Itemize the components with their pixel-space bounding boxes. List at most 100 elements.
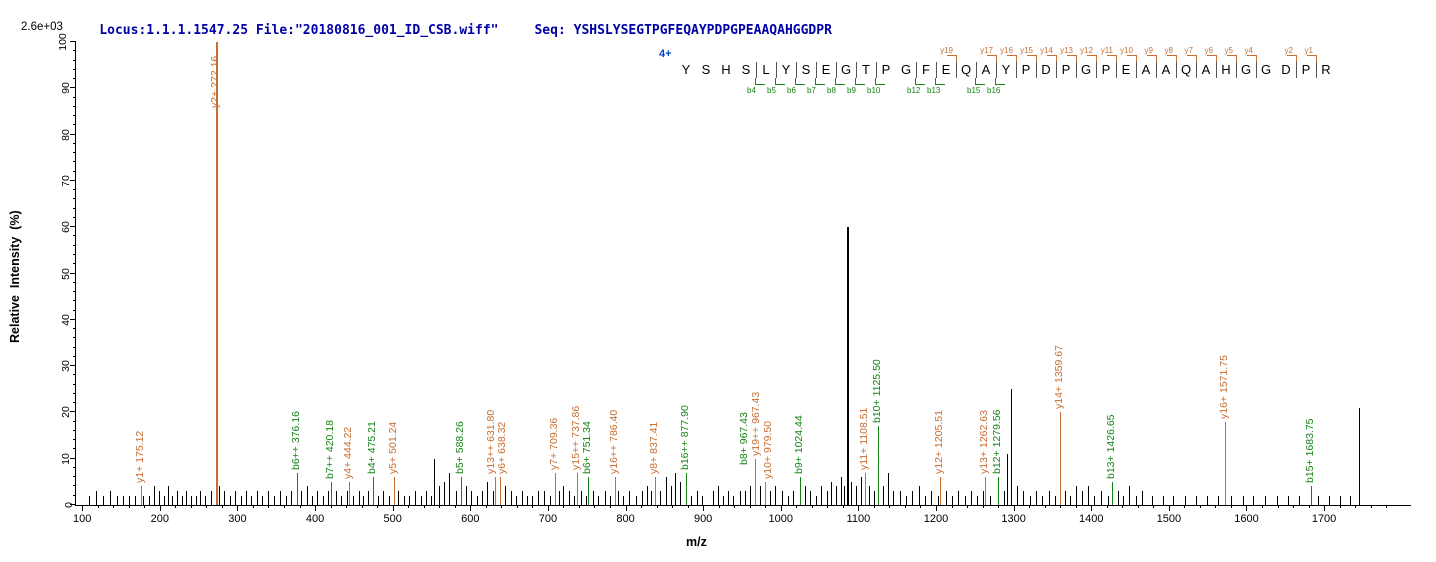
precursor-charge: 4+ (659, 48, 672, 60)
fragment-peak-label: b6+ 751.34 (580, 421, 593, 475)
noise-peak (1162, 495, 1164, 505)
noise-peak (723, 495, 725, 505)
noise-peak (235, 491, 237, 505)
b-ion-bracket (755, 78, 765, 85)
noise-peak (831, 481, 833, 505)
y-axis-tick-label: 90 (60, 82, 73, 95)
y-ion-bracket (1307, 55, 1317, 62)
x-axis-minor-tick (144, 505, 146, 508)
x-axis-minor-tick (190, 505, 192, 508)
noise-peak (1317, 495, 1319, 505)
fragment-peak-y (654, 477, 656, 505)
b-ion-bracket (935, 78, 945, 85)
noise-peak (937, 495, 939, 505)
x-axis-minor-tick (1199, 505, 1201, 508)
noise-peak (727, 491, 729, 505)
noise-peak (1094, 495, 1096, 505)
fragment-peak-label: y4+ 444.22 (342, 426, 355, 479)
fragment-peak-label: y14+ 1359.67 (1052, 345, 1065, 410)
noise-peak (211, 491, 213, 505)
residue-letter: P (1301, 62, 1311, 77)
noise-peak (388, 495, 390, 505)
fragment-peak-b (1311, 486, 1313, 505)
y-axis-minor-tick (73, 124, 76, 126)
residue-letter: G (1080, 62, 1092, 77)
noise-peak (317, 491, 319, 505)
x-axis-minor-tick (1075, 505, 1077, 508)
y-ion-label: y1 (1304, 46, 1313, 55)
y-ion-bracket (1227, 55, 1237, 62)
fragment-peak-label: b10+ 1125.50 (871, 359, 884, 424)
x-axis-minor-tick (687, 505, 689, 508)
noise-peak (262, 495, 264, 505)
noise-peak (285, 495, 287, 505)
y-ion-bracket (1047, 55, 1057, 62)
x-axis-tick (392, 505, 394, 511)
y-ion-bracket (1007, 55, 1017, 62)
x-axis-tick (1246, 505, 1248, 511)
b-ion-bracket (815, 78, 825, 85)
y-axis-minor-tick (73, 429, 76, 431)
fragment-peak-label: b12+ 1279.56 (990, 409, 1003, 475)
y-axis-tick-label: 20 (60, 406, 73, 419)
noise-peak (815, 495, 817, 505)
noise-peak (1328, 495, 1330, 505)
x-axis-minor-tick (920, 505, 922, 508)
fragment-peak-b (461, 477, 463, 505)
y-axis-minor-tick (73, 59, 76, 61)
b-ion-label: b10 (867, 86, 881, 95)
fragment-peak-label: b8+ 967.43 (738, 412, 751, 465)
fragment-peak-y (500, 477, 502, 505)
x-axis-minor-tick (1261, 505, 1263, 508)
residue-letter: Q (1180, 62, 1192, 77)
y-axis-tick-label: 30 (60, 360, 73, 372)
noise-peak (958, 491, 960, 505)
noise-peak (1003, 491, 1005, 505)
fragment-peak-y (755, 458, 757, 505)
fragment-peak-label: y13+ 1262.63 (977, 410, 990, 475)
noise-peak (952, 495, 954, 505)
noise-peak (487, 481, 489, 505)
residue-letter: P (1061, 62, 1071, 77)
fragment-peak-b (373, 477, 375, 505)
noise-peak (492, 491, 494, 505)
x-axis-minor-tick (485, 505, 487, 508)
y-axis-minor-tick (73, 142, 76, 144)
noise-peak (455, 491, 457, 505)
y-axis-minor-tick (73, 253, 76, 255)
noise-peak (96, 491, 98, 505)
noise-peak (679, 481, 681, 505)
residue-letter: H (721, 62, 731, 77)
y-axis-tick (70, 411, 76, 413)
noise-peak (1217, 495, 1219, 505)
fragment-peak-label: y5+ 501.24 (386, 421, 399, 475)
y-ion-bracket (947, 55, 957, 62)
noise-peak (481, 491, 483, 505)
noise-peak (181, 495, 183, 505)
seq-label: Seq: (534, 23, 566, 38)
x-axis-tick (935, 505, 937, 511)
y-axis-minor-tick (73, 244, 76, 246)
noise-peak (691, 495, 693, 505)
y-axis-minor-tick (73, 328, 76, 330)
y-axis-minor-tick (73, 355, 76, 357)
noise-peak (946, 491, 948, 505)
x-axis-minor-tick (516, 505, 518, 508)
noise-peak (443, 481, 445, 505)
noise-peak (521, 491, 523, 505)
y-axis-minor-tick (73, 281, 76, 283)
fragment-peak-label: y8+ 837.41 (647, 421, 660, 475)
noise-peak (110, 491, 112, 505)
residue-letter: A (1201, 62, 1211, 77)
noise-peak (251, 495, 253, 505)
b-ion-bracket (795, 78, 805, 85)
noise-peak (280, 491, 282, 505)
residue-P: P (876, 62, 896, 78)
b-ion-label: b12 (907, 86, 921, 95)
noise-peak (476, 495, 478, 505)
x-axis-tick-label: 400 (305, 513, 325, 525)
